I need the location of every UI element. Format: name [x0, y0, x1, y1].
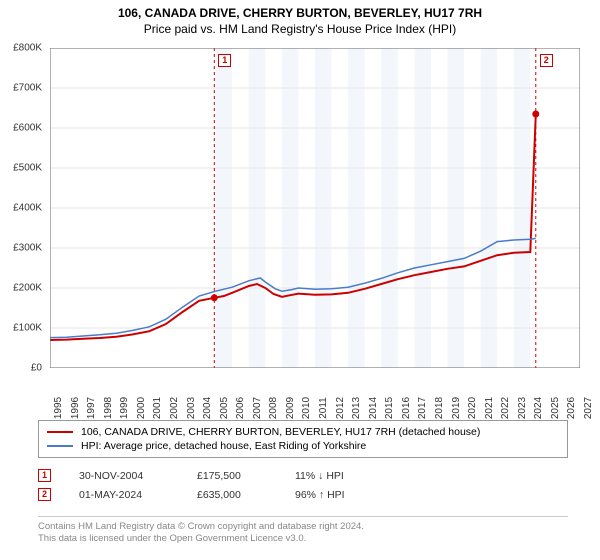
x-tick-label: 2003 — [186, 397, 197, 419]
chart-plot-area: 12 — [50, 48, 580, 368]
title-block: 106, CANADA DRIVE, CHERRY BURTON, BEVERL… — [0, 0, 600, 36]
sale-events: 1 30-NOV-2004 £175,500 11% ↓ HPI 2 01-MAY-202… — [38, 466, 568, 504]
x-tick-label: 2005 — [219, 397, 230, 419]
y-tick-label: £100K — [13, 323, 42, 334]
x-tick-label: 2020 — [467, 397, 478, 419]
x-tick-label: 2002 — [169, 397, 180, 419]
legend-label: HPI: Average price, detached house, East… — [81, 440, 366, 452]
event-date: 30-NOV-2004 — [79, 470, 169, 482]
x-tick-label: 2025 — [550, 397, 561, 419]
event-row: 2 01-MAY-2024 £635,000 96% ↑ HPI — [38, 485, 568, 504]
x-tick-label: 2019 — [451, 397, 462, 419]
sale-marker-1: 1 — [218, 54, 231, 67]
x-tick-label: 2012 — [335, 397, 346, 419]
legend-swatch — [47, 445, 73, 447]
x-tick-label: 2007 — [252, 397, 263, 419]
x-tick-label: 2015 — [384, 397, 395, 419]
y-tick-label: £0 — [31, 363, 42, 374]
event-pct: 11% ↓ HPI — [295, 470, 344, 482]
footer-line2: This data is licensed under the Open Gov… — [38, 533, 568, 545]
x-tick-label: 2027 — [583, 397, 594, 419]
y-tick-label: £200K — [13, 283, 42, 294]
x-tick-label: 2014 — [368, 397, 379, 419]
x-tick-label: 2004 — [202, 397, 213, 419]
footer-attribution: Contains HM Land Registry data © Crown c… — [38, 516, 568, 546]
x-tick-label: 2021 — [484, 397, 495, 419]
legend-item: 106, CANADA DRIVE, CHERRY BURTON, BEVERL… — [47, 425, 559, 439]
x-tick-label: 2006 — [235, 397, 246, 419]
event-pct: 96% ↑ HPI — [295, 489, 345, 501]
x-tick-label: 1995 — [53, 397, 64, 419]
x-tick-label: 2011 — [318, 397, 329, 419]
x-tick-label: 2018 — [434, 397, 445, 419]
y-tick-label: £600K — [13, 123, 42, 134]
event-row: 1 30-NOV-2004 £175,500 11% ↓ HPI — [38, 466, 568, 485]
title-address: 106, CANADA DRIVE, CHERRY BURTON, BEVERL… — [0, 6, 600, 20]
event-price: £175,500 — [197, 470, 267, 482]
event-price: £635,000 — [197, 489, 267, 501]
y-tick-label: £400K — [13, 203, 42, 214]
title-subtitle: Price paid vs. HM Land Registry's House … — [0, 22, 600, 36]
x-tick-label: 2010 — [301, 397, 312, 419]
legend-box: 106, CANADA DRIVE, CHERRY BURTON, BEVERL… — [38, 420, 568, 458]
x-tick-label: 2017 — [417, 397, 428, 419]
x-tick-label: 2013 — [351, 397, 362, 419]
x-axis-labels: 1995 1996 1997 1998 1999 2000 2001 2002 2003 2004… — [50, 372, 580, 422]
x-tick-label: 1999 — [119, 397, 130, 419]
legend-label: 106, CANADA DRIVE, CHERRY BURTON, BEVERL… — [81, 426, 480, 438]
y-axis-labels: £0£100K£200K£300K£400K£500K£600K£700K£80… — [0, 48, 46, 368]
footer-line1: Contains HM Land Registry data © Crown c… — [38, 521, 568, 533]
chart-container: 106, CANADA DRIVE, CHERRY BURTON, BEVERL… — [0, 0, 600, 560]
legend-swatch — [47, 431, 73, 433]
event-marker: 2 — [38, 488, 51, 501]
y-tick-label: £700K — [13, 83, 42, 94]
x-tick-label: 2009 — [285, 397, 296, 419]
x-tick-label: 1996 — [70, 397, 81, 419]
y-tick-label: £300K — [13, 243, 42, 254]
y-tick-label: £800K — [13, 43, 42, 54]
x-tick-label: 2023 — [517, 397, 528, 419]
x-tick-label: 2024 — [533, 397, 544, 419]
legend-item: HPI: Average price, detached house, East… — [47, 439, 559, 453]
x-tick-label: 2022 — [500, 397, 511, 419]
x-tick-label: 2008 — [268, 397, 279, 419]
chart-svg — [50, 48, 580, 368]
x-tick-label: 2026 — [566, 397, 577, 419]
event-marker: 1 — [38, 469, 51, 482]
x-tick-label: 2000 — [136, 397, 147, 419]
sale-marker-2: 2 — [540, 54, 553, 67]
x-tick-label: 1998 — [103, 397, 114, 419]
x-tick-label: 2016 — [401, 397, 412, 419]
x-tick-label: 2001 — [152, 397, 163, 419]
x-tick-label: 1997 — [86, 397, 97, 419]
event-date: 01-MAY-2024 — [79, 489, 169, 501]
y-tick-label: £500K — [13, 163, 42, 174]
